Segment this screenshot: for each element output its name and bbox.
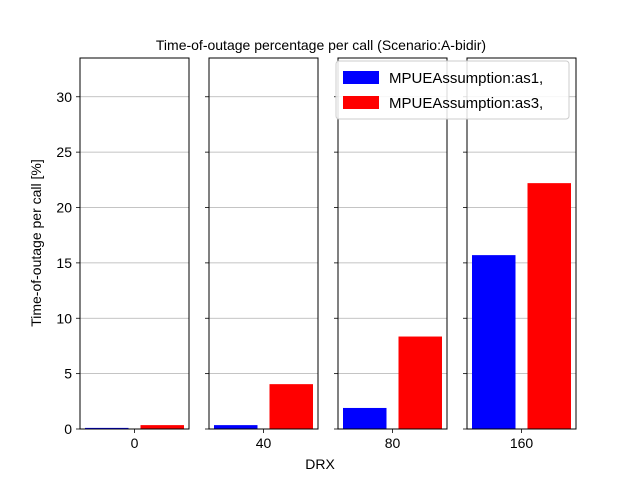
bar-as1-160 xyxy=(472,255,516,429)
x-tick-label: 0 xyxy=(131,435,139,451)
x-tick-label: 80 xyxy=(385,435,401,451)
panel-80: 80 xyxy=(334,57,448,451)
y-tick-label: 15 xyxy=(56,255,72,271)
y-tick-label: 30 xyxy=(56,89,72,105)
legend-swatch-as3 xyxy=(343,96,379,109)
legend-swatch-as1 xyxy=(343,71,379,84)
chart-title: Time-of-outage percentage per call (Scen… xyxy=(156,37,486,53)
bar-as3-160 xyxy=(527,183,571,429)
y-tick-label: 5 xyxy=(64,366,72,382)
bar-as3-80 xyxy=(398,336,442,429)
y-tick-label: 25 xyxy=(56,144,72,160)
legend-box xyxy=(335,60,570,120)
x-tick-label: 40 xyxy=(256,435,272,451)
bar-as1-0 xyxy=(85,427,129,429)
panel-0: 0 5 10 15 20 25 30 0 xyxy=(56,57,190,451)
y-axis-label: Time-of-outage per call [%] xyxy=(28,159,44,327)
legend-label-as3: MPUEAssumption:as3, xyxy=(389,95,543,112)
panels: 0 5 10 15 20 25 30 0 40 80 160 xyxy=(56,57,577,451)
y-tick-label: 10 xyxy=(56,310,72,326)
y-tick-label: 0 xyxy=(64,421,72,437)
bar-as1-80 xyxy=(343,407,387,429)
legend-label-as1: MPUEAssumption:as1, xyxy=(389,70,543,87)
x-axis-label: DRX xyxy=(305,456,335,472)
panel-40: 40 xyxy=(205,57,319,451)
bar-as3-40 xyxy=(269,384,313,429)
bar-as3-0 xyxy=(140,425,184,429)
x-tick-label: 160 xyxy=(510,435,534,451)
legend: MPUEAssumption:as1, MPUEAssumption:as3, xyxy=(335,60,570,120)
y-tick-label: 20 xyxy=(56,200,72,216)
panel-160: 160 xyxy=(463,57,577,451)
bar-as1-40 xyxy=(214,425,258,429)
